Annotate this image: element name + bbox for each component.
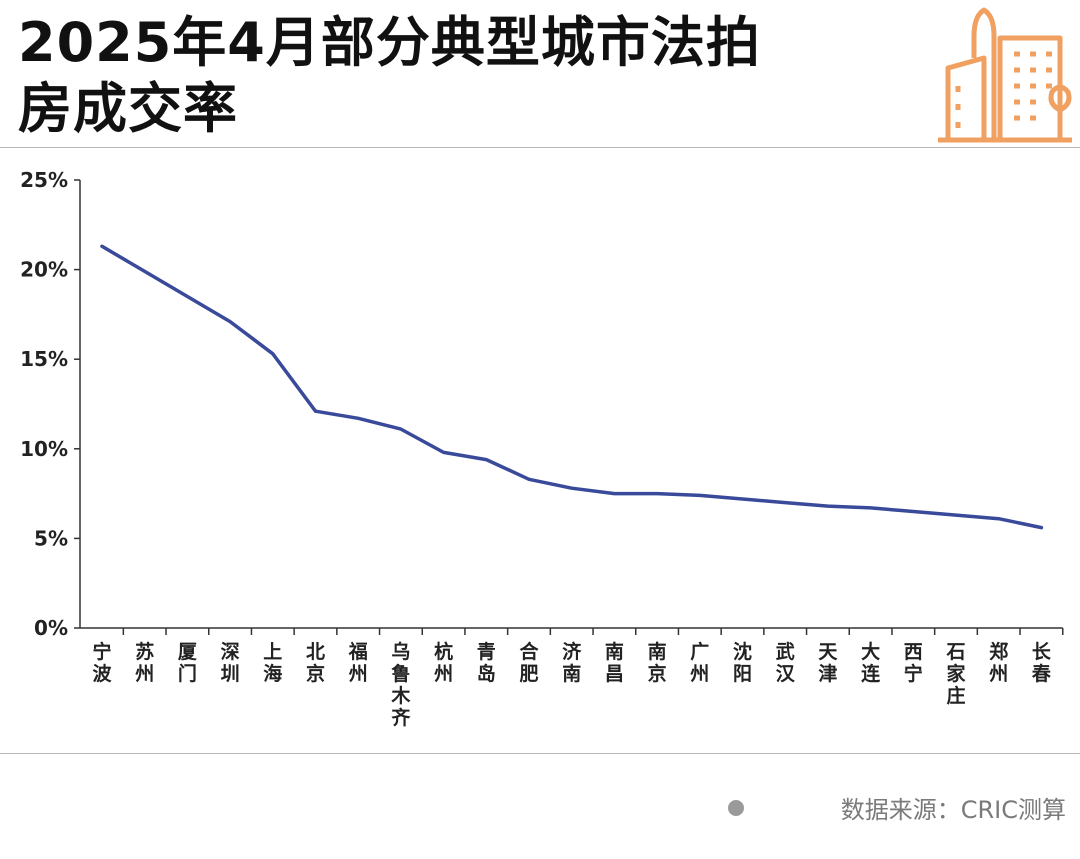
x-tick-label: 合肥 — [519, 640, 539, 685]
x-tick-label: 广州 — [690, 640, 709, 685]
x-tick-label: 沈阳 — [733, 640, 752, 685]
top-divider — [0, 147, 1080, 148]
y-tick-label: 0% — [34, 616, 68, 640]
x-tick-label: 福州 — [348, 640, 368, 685]
x-tick-label: 武汉 — [776, 641, 796, 685]
y-tick-label: 20% — [20, 258, 68, 282]
x-tick-label: 青岛 — [477, 641, 496, 685]
x-tick-label: 南昌 — [605, 641, 624, 685]
source-bullet-icon — [728, 800, 744, 816]
y-tick-label: 15% — [20, 347, 68, 371]
x-tick-label: 乌鲁木齐 — [390, 640, 411, 729]
y-tick-label: 5% — [34, 526, 68, 550]
title-line-2: 房成交率 — [18, 77, 238, 140]
x-tick-label: 深圳 — [221, 640, 240, 685]
city-buildings-icon — [938, 7, 1072, 143]
bottom-divider — [0, 753, 1080, 754]
x-tick-label: 西宁 — [904, 641, 923, 685]
x-tick-label: 长春 — [1032, 641, 1052, 685]
x-tick-label: 天津 — [818, 641, 838, 685]
x-tick-label: 上海 — [263, 641, 282, 685]
x-tick-label: 济南 — [562, 640, 582, 685]
y-tick-label: 10% — [20, 437, 68, 461]
series-line — [100, 244, 1044, 530]
y-tick-label: 25% — [20, 168, 68, 192]
x-tick-label: 大连 — [861, 640, 881, 685]
x-tick-label: 南京 — [648, 641, 667, 685]
title-line-1: 2025年4月部分典型城市法拍 — [18, 11, 761, 74]
x-tick-label: 苏州 — [135, 640, 154, 685]
x-tick-label: 宁波 — [92, 640, 112, 685]
x-tick-label: 杭州 — [434, 640, 453, 685]
x-tick-label: 郑州 — [989, 641, 1008, 685]
chart-title: 2025年4月部分典型城市法拍 房成交率 — [18, 10, 898, 142]
x-tick-label: 北京 — [306, 641, 325, 685]
source-note: 数据来源：CRIC测算 — [840, 796, 1066, 824]
x-tick-label: 石家庄 — [945, 641, 966, 707]
x-tick-label: 厦门 — [178, 641, 198, 685]
